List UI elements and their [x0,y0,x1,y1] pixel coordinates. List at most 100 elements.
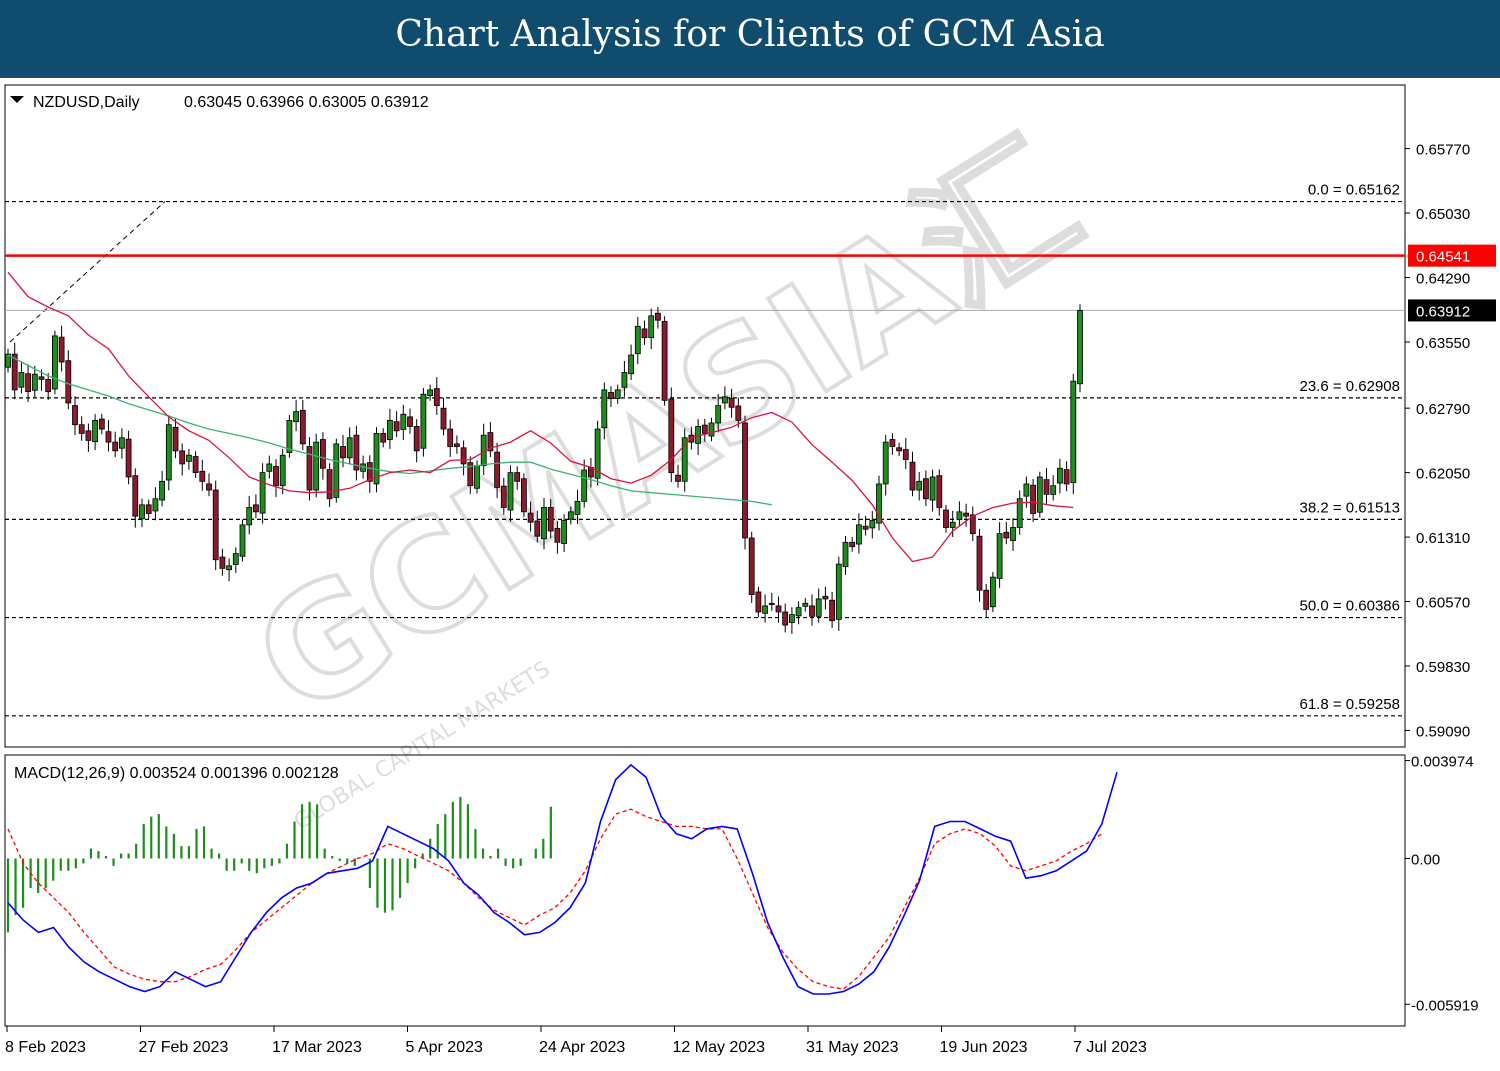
candle [400,404,407,440]
candle [775,596,782,623]
candle [802,598,809,612]
candle [882,434,889,496]
candle [809,594,815,626]
candle [172,418,179,459]
candle [259,463,266,524]
current-price-tag: 0.63912 [1408,299,1496,322]
candle [956,501,963,526]
candle [614,384,621,404]
price-tick-label: 0.65770 [1416,142,1470,159]
candle [655,306,661,329]
candle [299,399,306,451]
candle [976,528,983,602]
price-tick-label: 0.60570 [1416,595,1470,612]
candle [273,459,279,498]
collapse-triangle-icon[interactable] [10,96,24,103]
candle [413,419,420,463]
candle [206,473,212,497]
candle [748,531,755,603]
candle [722,386,728,410]
candle [762,594,768,623]
price-tick-label: 0.65030 [1416,206,1470,223]
candle [534,510,541,543]
date-tick-label: 27 Feb 2023 [139,1039,229,1056]
candle [1070,373,1077,495]
fib-level-label: 38.2 = 0.61513 [1299,499,1400,516]
candle [574,489,581,524]
x-axis: 8 Feb 2023 27 Feb 2023 17 Mar 2023 5 Apr 20… [5,1026,1147,1056]
candle [45,373,52,400]
candle [25,364,32,403]
candle [996,522,1003,588]
candle [507,465,514,522]
candle [849,537,856,552]
candle [58,325,65,372]
macd-y-axis: 0.003974 0.00 -0.005919 [1405,754,1479,1014]
date-tick-label: 24 Apr 2023 [539,1039,625,1056]
candle [681,428,688,492]
macd-histogram [6,796,552,933]
candle [1003,521,1010,545]
candle [782,603,789,633]
date-tick-label: 12 May 2023 [673,1039,766,1056]
candle [701,418,708,442]
candle [527,501,534,532]
fib-level-label: 23.6 = 0.62908 [1299,378,1400,395]
price-y-axis: 0.65770 0.65030 0.64290 0.63550 0.62790 0.620… [1405,142,1496,740]
price-tick-label: 0.63550 [1416,335,1470,352]
candle [943,504,949,533]
candle [433,377,440,415]
candle [634,316,641,365]
ohlc-header: 0.63045 0.63966 0.63005 0.63912 [184,94,429,111]
candle [420,387,427,457]
candle [293,400,300,432]
date-tick-label: 31 May 2023 [806,1039,899,1056]
candle [983,583,990,618]
symbol-header: NZDUSD,Daily [33,94,140,111]
candle [668,387,675,483]
candle [601,382,608,440]
macd-tick-label: 0.003974 [1411,754,1474,771]
candle [608,386,614,407]
candle [909,451,916,497]
candle [594,420,601,486]
signal-line [7,808,1103,990]
candle [18,361,25,394]
candle [835,556,842,631]
candle [547,499,554,539]
candle [949,510,956,537]
candle [326,463,333,508]
candle [393,411,400,438]
candle [386,408,393,449]
candle [306,437,313,501]
date-tick-label: 7 Jul 2023 [1073,1039,1147,1056]
candle [98,413,105,435]
candle [453,435,460,454]
date-tick-label: 5 Apr 2023 [406,1039,484,1056]
resistance-price-tag: 0.64541 [1408,244,1496,267]
fast-moving-average-line [7,271,1074,563]
candle [822,586,829,610]
date-tick-label: 8 Feb 2023 [5,1039,86,1056]
candle [219,548,226,576]
slow-moving-average-line [7,354,772,506]
candle [427,384,434,401]
candle [876,475,882,531]
macd-pane-frame [4,754,1406,1027]
fib-level-label: 0.0 = 0.65162 [1308,182,1400,199]
candle [366,455,373,493]
candlestick-series [5,304,1083,634]
candle [869,511,876,539]
candle [795,601,802,625]
candle [768,592,775,611]
candle [735,397,742,428]
candle [715,394,722,433]
candle [460,440,467,476]
price-tick-label: 0.61310 [1416,530,1470,547]
candle [192,451,199,478]
candle [929,469,936,512]
candle [333,438,340,503]
candle [467,456,474,495]
candle [92,414,98,451]
candle [353,425,360,481]
